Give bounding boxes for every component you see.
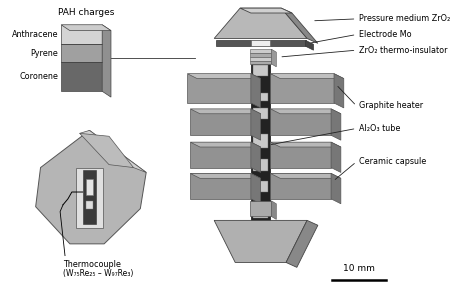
Bar	[253, 181, 268, 192]
Polygon shape	[272, 201, 276, 219]
Polygon shape	[281, 8, 318, 43]
Polygon shape	[331, 142, 341, 173]
Polygon shape	[271, 74, 344, 78]
Polygon shape	[187, 74, 261, 78]
Polygon shape	[214, 221, 307, 263]
Polygon shape	[334, 74, 344, 108]
Polygon shape	[190, 173, 251, 199]
Polygon shape	[190, 142, 251, 168]
Bar	[253, 159, 268, 171]
Bar	[253, 65, 268, 75]
Bar	[251, 64, 271, 246]
Polygon shape	[271, 109, 331, 135]
Bar	[61, 62, 102, 91]
Polygon shape	[271, 142, 341, 147]
Polygon shape	[271, 142, 331, 168]
Bar	[82, 170, 96, 224]
Polygon shape	[271, 173, 331, 199]
Polygon shape	[286, 221, 318, 267]
Polygon shape	[190, 142, 261, 147]
Bar	[250, 53, 272, 57]
Bar	[253, 108, 268, 119]
Polygon shape	[36, 131, 146, 244]
Text: (W₇₅Re₂₅ – W₉₇Re₃): (W₇₅Re₂₅ – W₉₇Re₃)	[63, 269, 133, 278]
Text: Ceramic capsule: Ceramic capsule	[359, 157, 427, 166]
Bar	[76, 168, 103, 228]
Polygon shape	[61, 25, 111, 30]
Polygon shape	[190, 109, 251, 135]
Text: Coronene: Coronene	[19, 72, 58, 81]
Bar	[85, 201, 93, 209]
Bar	[253, 134, 268, 148]
Bar	[250, 61, 272, 64]
Polygon shape	[251, 109, 261, 140]
Bar	[253, 226, 268, 238]
Polygon shape	[331, 173, 341, 204]
Polygon shape	[272, 49, 276, 67]
Polygon shape	[251, 142, 261, 173]
Polygon shape	[190, 109, 261, 114]
Polygon shape	[216, 40, 306, 46]
Text: Pressure medium ZrO₂: Pressure medium ZrO₂	[359, 15, 451, 23]
Polygon shape	[331, 109, 341, 140]
Bar	[61, 44, 102, 62]
Bar	[253, 93, 268, 101]
Bar	[253, 207, 268, 218]
Polygon shape	[240, 8, 292, 13]
Polygon shape	[271, 173, 341, 178]
Bar	[251, 40, 271, 46]
Text: Al₂O₃ tube: Al₂O₃ tube	[359, 124, 401, 133]
Text: Anthracene: Anthracene	[12, 30, 58, 39]
Bar	[250, 57, 272, 61]
Text: Electrode Mo: Electrode Mo	[359, 30, 412, 39]
Text: 10 mm: 10 mm	[343, 264, 375, 273]
Bar	[250, 201, 272, 216]
Bar	[85, 179, 93, 195]
Polygon shape	[190, 173, 261, 178]
Polygon shape	[251, 74, 261, 108]
Polygon shape	[80, 131, 146, 173]
Polygon shape	[251, 173, 261, 204]
Text: Pyrene: Pyrene	[30, 49, 58, 58]
Bar	[250, 49, 272, 53]
Polygon shape	[187, 74, 251, 103]
Polygon shape	[271, 74, 334, 103]
Polygon shape	[214, 8, 307, 38]
Polygon shape	[306, 40, 313, 50]
Polygon shape	[102, 25, 111, 97]
Text: ZrO₂ thermo-insulator: ZrO₂ thermo-insulator	[359, 46, 448, 55]
Text: PAH charges: PAH charges	[58, 8, 114, 17]
Polygon shape	[80, 133, 134, 168]
Text: Graphite heater: Graphite heater	[359, 102, 424, 110]
Text: Thermocouple: Thermocouple	[63, 260, 121, 268]
Bar	[61, 25, 102, 44]
Polygon shape	[271, 109, 341, 114]
